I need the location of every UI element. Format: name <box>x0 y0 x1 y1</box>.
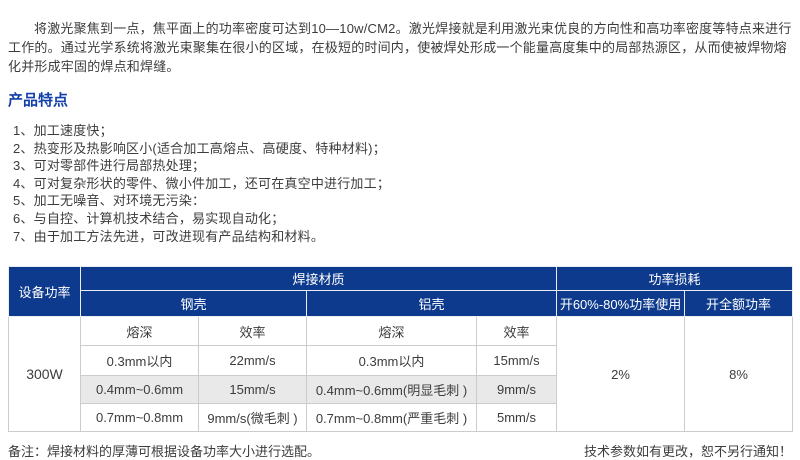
subheader-steel-efficiency: 效率 <box>198 316 307 347</box>
subheader-alu-depth: 熔深 <box>306 316 477 347</box>
features-list: 1、加工速度快； 2、热变形及热影响区小(适合加工高熔点、高硬度、特种材料)； … <box>8 122 792 245</box>
feature-item-7: 7、由于加工方法先进，可改进现有产品结构和材料。 <box>13 228 325 244</box>
table-row: 0.3mm以内 22mm/s 0.3mm以内 15mm/s <box>9 345 793 377</box>
table-subheader-row: 300W 熔深 效率 熔深 效率 2% 8% <box>8 316 794 433</box>
feature-item-6: 6、与自控、计算机技术结合，易实现自动化； <box>13 210 285 226</box>
subheader-alu-efficiency: 效率 <box>475 316 558 347</box>
cell-steel-eff-3: 9mm/s(微毛刺 ) <box>198 403 307 433</box>
cell-alu-eff-3: 5mm/s <box>475 403 558 433</box>
header-device-power: 设备功率 <box>8 266 81 318</box>
footer-note-right: 技术参数如有更改，恕不另行通知！ <box>583 444 792 460</box>
table-header-row-1: 设备功率 焊接材质 功率损耗 <box>8 266 794 318</box>
header-full-power: 开全额功率 <box>684 290 794 318</box>
feature-item-1: 1、加工速度快； <box>13 123 113 138</box>
features-heading: 产品特点 <box>8 92 69 109</box>
cell-steel-depth-1: 0.3mm以内 <box>80 345 199 377</box>
feature-item-3: 3、可对零部件进行局部热处理； <box>13 158 206 174</box>
cell-steel-eff-2: 15mm/s <box>198 375 307 405</box>
table-row: 0.7mm~0.8mm 9mm/s(微毛刺 ) 0.7mm~0.8mm(严重毛刺… <box>9 403 793 433</box>
cell-steel-depth-2: 0.4mm~0.6mm <box>80 375 199 405</box>
header-steel-shell: 钢壳 <box>80 290 307 318</box>
cell-steel-depth-3: 0.7mm~0.8mm <box>80 403 199 433</box>
header-power-loss: 功率损耗 <box>556 266 794 292</box>
feature-item-4: 4、可对复杂形状的零件、微小件加工，还可在真空中进行加工； <box>13 175 391 191</box>
cell-loss-full: 8% <box>684 316 794 433</box>
table-header-row-2: 钢壳 铝壳 开60%-80%功率使用 开全额功率 <box>9 290 794 318</box>
cell-loss-partial: 2% <box>556 316 686 433</box>
cell-steel-eff-1: 22mm/s <box>198 345 307 377</box>
cell-alu-eff-1: 15mm/s <box>475 345 558 377</box>
cell-alu-depth-1: 0.3mm以内 <box>306 345 477 377</box>
intro-paragraph: 将激光聚焦到一点，焦平面上的功率密度可达到10—10w/CM2。激光焊接就是利用… <box>8 21 792 74</box>
cell-alu-depth-3: 0.7mm~0.8mm(严重毛刺 ) <box>306 403 477 433</box>
feature-item-5: 5、加工无噪音、对环境无污染： <box>13 193 206 209</box>
cell-alu-depth-2: 0.4mm~0.6mm(明显毛刺 ) <box>306 375 477 405</box>
header-aluminum-shell: 铝壳 <box>305 290 558 318</box>
feature-item-2: 2、热变形及热影响区小(适合加工高熔点、高硬度、特种材料)； <box>13 140 386 156</box>
subheader-steel-depth: 熔深 <box>80 316 199 347</box>
spec-table: 设备功率 焊接材质 功率损耗 钢壳 铝壳 开60%-80%功率使用 开全额功率 … <box>8 266 794 433</box>
header-partial-power: 开60%-80%功率使用 <box>556 290 686 318</box>
header-welding-material: 焊接材质 <box>79 266 558 292</box>
footer-note-left: 备注：焊接材料的厚薄可根据设备功率大小进行选配。 <box>8 444 321 460</box>
cell-alu-eff-2: 9mm/s <box>475 375 558 405</box>
table-row: 0.4mm~0.6mm 15mm/s 0.4mm~0.6mm(明显毛刺 ) 9m… <box>9 375 793 405</box>
footer: 备注：焊接材料的厚薄可根据设备功率大小进行选配。 技术参数如有更改，恕不另行通知… <box>8 441 792 460</box>
cell-device-power-value: 300W <box>8 316 81 433</box>
